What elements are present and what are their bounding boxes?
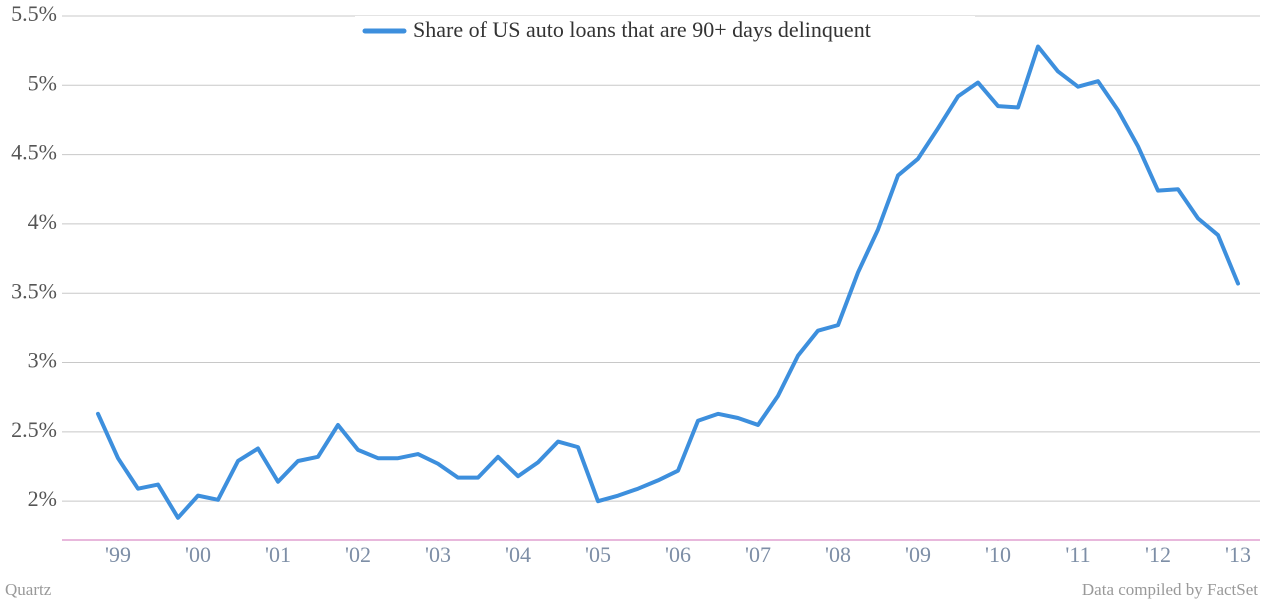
y-tick-label: 4.5% xyxy=(11,140,57,165)
y-tick-label: 3% xyxy=(28,348,57,373)
y-tick-label: 2% xyxy=(28,486,57,511)
y-tick-label: 3.5% xyxy=(11,278,57,303)
x-tick-label: '07 xyxy=(745,542,771,567)
x-tick-label: '99 xyxy=(105,542,131,567)
source: Data compiled by FactSet xyxy=(1082,580,1258,599)
y-tick-label: 4% xyxy=(28,209,57,234)
y-tick-label: 2.5% xyxy=(11,417,57,442)
x-tick-label: '12 xyxy=(1145,542,1171,567)
x-tick-label: '03 xyxy=(425,542,451,567)
x-tick-label: '10 xyxy=(985,542,1011,567)
x-tick-label: '08 xyxy=(825,542,851,567)
credit: Quartz xyxy=(5,580,52,599)
y-tick-label: 5.5% xyxy=(11,1,57,26)
x-tick-label: '02 xyxy=(345,542,371,567)
series-line xyxy=(96,44,1240,520)
x-tick-label: '01 xyxy=(265,542,291,567)
x-tick-label: '05 xyxy=(585,542,611,567)
x-tick-label: '00 xyxy=(185,542,211,567)
y-tick-label: 5% xyxy=(28,70,57,95)
x-tick-label: '04 xyxy=(505,542,531,567)
x-tick-label: '09 xyxy=(905,542,931,567)
legend-label: Share of US auto loans that are 90+ days… xyxy=(413,17,871,42)
x-tick-label: '11 xyxy=(1065,542,1090,567)
x-tick-label: '06 xyxy=(665,542,691,567)
x-tick-label: '13 xyxy=(1225,542,1251,567)
legend-background xyxy=(355,16,975,48)
